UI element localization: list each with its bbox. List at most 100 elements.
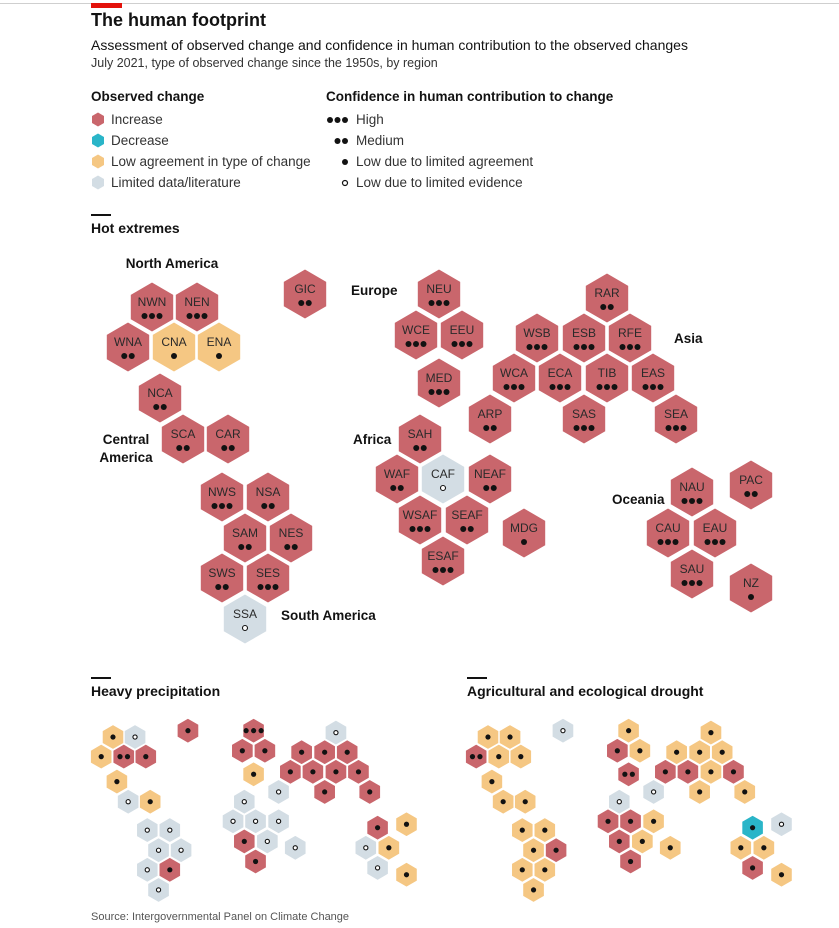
region-hex-nen	[498, 723, 522, 751]
confidence-open-dot	[275, 818, 282, 824]
region-hex-nca	[480, 768, 504, 795]
confidence-dot	[222, 584, 229, 590]
region-hex-sca: SCA	[159, 412, 207, 466]
region-code: PAC	[739, 473, 763, 487]
confidence-dot	[428, 389, 435, 395]
confidence-dot	[500, 799, 506, 805]
region-code: SAS	[572, 407, 596, 421]
region-hex-mdg: MDG	[500, 506, 547, 560]
region-hex-nz: NZ	[728, 561, 774, 615]
legend-item-medium: Medium	[326, 130, 533, 151]
region-hex-eca	[676, 758, 700, 785]
hex-shape	[669, 465, 715, 519]
region-hex-neaf: NEAF	[466, 452, 513, 506]
confidence-dot	[573, 344, 580, 350]
continent-label-central-america: Central	[103, 432, 150, 447]
region-hex-nen: NEN	[173, 280, 221, 334]
region-hex-sws: SWS	[198, 551, 246, 605]
confidence-dot	[600, 304, 607, 310]
region-hex-nau	[741, 814, 764, 841]
chart-subtitle: Assessment of observed change and confid…	[91, 37, 688, 53]
legend-label: Increase	[111, 112, 163, 127]
confidence-open-dot	[275, 789, 282, 795]
hex-map-1	[89, 717, 418, 903]
confidence-dot	[619, 344, 626, 350]
region-hex-nws	[135, 817, 159, 844]
confidence-dot	[215, 584, 222, 590]
hex-shape	[728, 561, 774, 615]
region-code: ESAF	[427, 549, 458, 563]
two-dots-icon	[334, 137, 348, 144]
confidence-dot	[467, 526, 474, 532]
confidence-dot	[147, 799, 153, 805]
confidence-dot	[651, 818, 657, 824]
region-hex-nes	[169, 837, 193, 864]
confidence-open-dot	[132, 734, 138, 740]
hex-shape	[392, 308, 440, 362]
region-hex-rfe: RFE	[607, 311, 653, 365]
continent-label-north-america: North America	[126, 256, 219, 271]
confidence-dot	[241, 838, 247, 845]
region-hex-ena	[509, 743, 533, 770]
region-code: WCE	[402, 323, 430, 337]
confidence-dot	[322, 749, 328, 755]
confidence-dot	[657, 384, 664, 390]
region-hex-car	[513, 788, 537, 815]
region-hex-pac: PAC	[728, 458, 774, 512]
hex-low-agreement-icon	[92, 154, 104, 169]
region-hex-sea: SEA	[653, 392, 699, 446]
confidence-dot	[417, 526, 423, 532]
confidence-dot	[665, 425, 672, 431]
confidence-dot	[403, 872, 410, 878]
region-hex-sca	[491, 788, 515, 815]
region-hex-sea	[733, 778, 757, 805]
region-hex-eau	[377, 834, 401, 861]
region-code: EAU	[703, 521, 728, 535]
region-code: GIC	[294, 282, 316, 296]
confidence-dot	[183, 445, 190, 451]
region-hex-sea	[358, 778, 382, 805]
hex-map-0: NWN NEN WNA CNA ENA GIC NCA SCA CAR NWS NSA SAM NES S…	[105, 267, 774, 646]
region-hex-cau: CAU	[645, 506, 691, 560]
confidence-dot	[443, 389, 450, 395]
confidence-dot	[542, 827, 548, 833]
source-note: Source: Intergovernmental Panel on Clima…	[91, 911, 350, 923]
confidence-dot	[243, 728, 249, 734]
confidence-dot	[730, 769, 737, 775]
region-hex-waf	[596, 808, 620, 835]
confidence-dot	[110, 734, 116, 740]
region-code: ARP	[478, 407, 503, 421]
region-hex-eau	[752, 834, 776, 861]
confidence-open-dot	[333, 729, 339, 736]
confidence-dot	[650, 384, 656, 390]
confidence-dot	[287, 769, 293, 775]
confidence-dot	[685, 769, 691, 775]
region-hex-wsb: WSB	[514, 311, 560, 365]
hex-shape	[466, 392, 513, 446]
confidence-dot	[153, 404, 160, 410]
hex-shape	[561, 392, 607, 446]
confidence-dot	[477, 754, 483, 760]
confidence-dot	[751, 491, 758, 497]
region-code: NCA	[147, 386, 172, 400]
region-hex-seaf	[255, 828, 279, 855]
region-hex-rar: RAR	[584, 271, 630, 325]
confidence-dot	[680, 425, 687, 431]
region-hex-esaf	[619, 848, 642, 875]
continent-label-oceania: Oceania	[612, 492, 665, 507]
region-hex-car	[138, 788, 162, 815]
hex-shape	[561, 311, 607, 365]
confidence-dot	[697, 789, 703, 795]
confidence-dot	[143, 754, 149, 760]
confidence-open-dot	[650, 789, 657, 795]
confidence-dot	[697, 749, 703, 755]
confidence-dot	[98, 754, 104, 760]
region-hex-ssa	[522, 876, 545, 903]
confidence-dot	[530, 847, 537, 853]
region-code: RAR	[594, 286, 620, 300]
confidence-dot	[674, 749, 680, 755]
region-code: MDG	[510, 521, 538, 535]
region-code: SAU	[680, 562, 705, 576]
section-rule	[91, 677, 111, 679]
region-hex-arp	[267, 778, 290, 805]
